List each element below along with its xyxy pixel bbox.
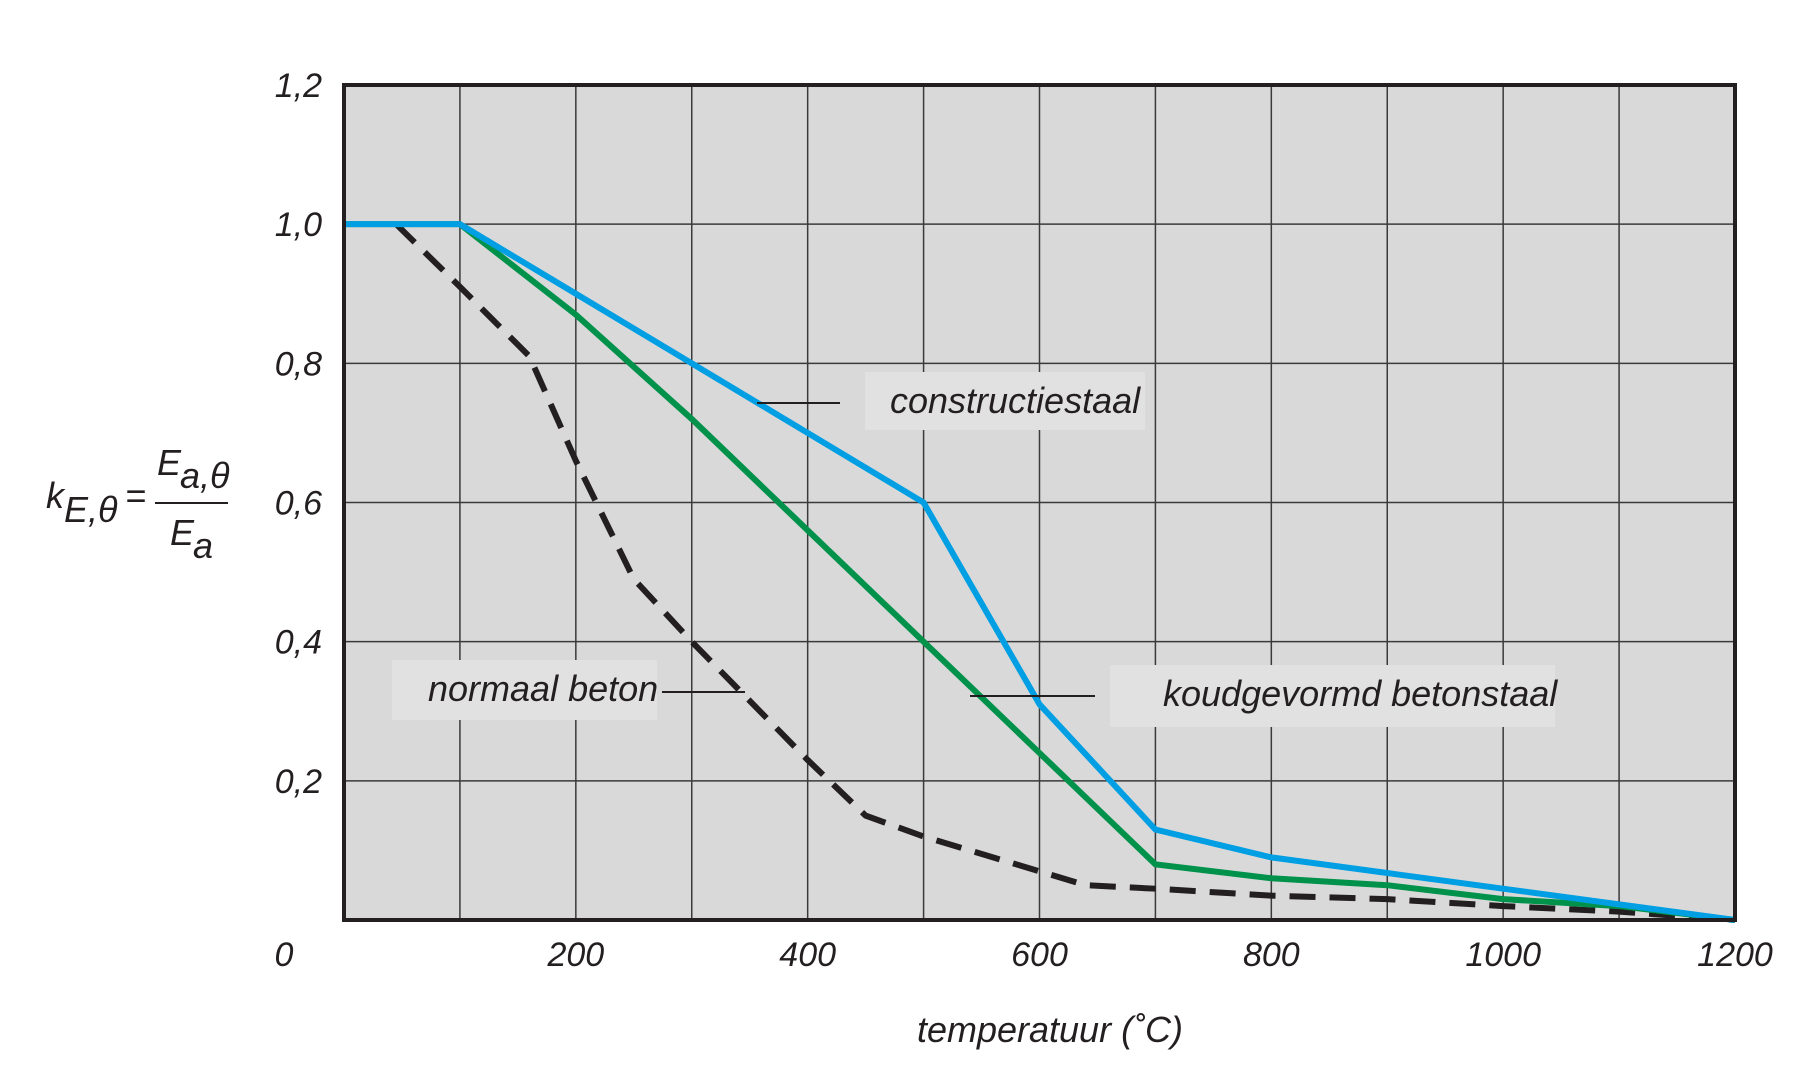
y-tick-label: 1,0 bbox=[275, 206, 322, 244]
y-label-equals: = bbox=[125, 475, 146, 516]
series-constructiestaal bbox=[344, 221, 1736, 923]
x-tick-label: 800 bbox=[1243, 936, 1300, 974]
y-axis-ticks: 0,2 0,4 0,6 0,8 1,0 1,2 bbox=[275, 67, 322, 801]
series-normaal-beton bbox=[394, 222, 1736, 923]
y-label-denominator-sub: a bbox=[193, 525, 213, 566]
grid bbox=[344, 85, 1735, 920]
y-tick-label: 0,6 bbox=[275, 485, 322, 523]
y-tick-label: 0,4 bbox=[275, 624, 322, 662]
plot-frame bbox=[342, 83, 1737, 922]
y-tick-label: 0,2 bbox=[275, 763, 322, 801]
x-tick-label: 0 bbox=[275, 936, 294, 974]
x-tick-label: 400 bbox=[779, 936, 836, 974]
y-label-numerator-sub: a,θ bbox=[180, 455, 230, 496]
constructiestaal-label-bg bbox=[865, 372, 1145, 430]
x-tick-label: 200 bbox=[546, 936, 604, 974]
series-koudgevormd-betonstaal bbox=[344, 221, 1736, 923]
normaal-beton-label-bg bbox=[392, 660, 657, 720]
y-tick-label: 1,2 bbox=[275, 67, 322, 105]
koudgevormd-label-bg bbox=[1110, 665, 1555, 727]
x-tick-label: 1000 bbox=[1465, 936, 1541, 974]
y-label-k-sub: E,θ bbox=[64, 489, 118, 530]
koudgevormd-label: koudgevormd betonstaal bbox=[1163, 673, 1558, 714]
constructiestaal-label: constructiestaal bbox=[890, 380, 1141, 421]
y-label-k: k bbox=[46, 475, 66, 516]
x-tick-label: 600 bbox=[1011, 936, 1068, 974]
x-tick-label: 1200 bbox=[1697, 936, 1773, 974]
y-axis-label: k E,θ = E a,θ E a bbox=[46, 442, 230, 566]
normaal-beton-label: normaal beton bbox=[428, 668, 658, 709]
y-tick-label: 0,8 bbox=[275, 345, 322, 383]
y-label-numerator: E bbox=[157, 442, 182, 483]
series-lines bbox=[344, 221, 1736, 923]
x-axis-label: temperatuur (˚C) bbox=[917, 1009, 1183, 1050]
annotations: constructiestaal normaal beton koudgevor… bbox=[392, 372, 1558, 727]
x-axis-ticks: 0 200 400 600 800 1000 1200 bbox=[275, 936, 1773, 974]
y-label-denominator: E bbox=[170, 512, 195, 553]
